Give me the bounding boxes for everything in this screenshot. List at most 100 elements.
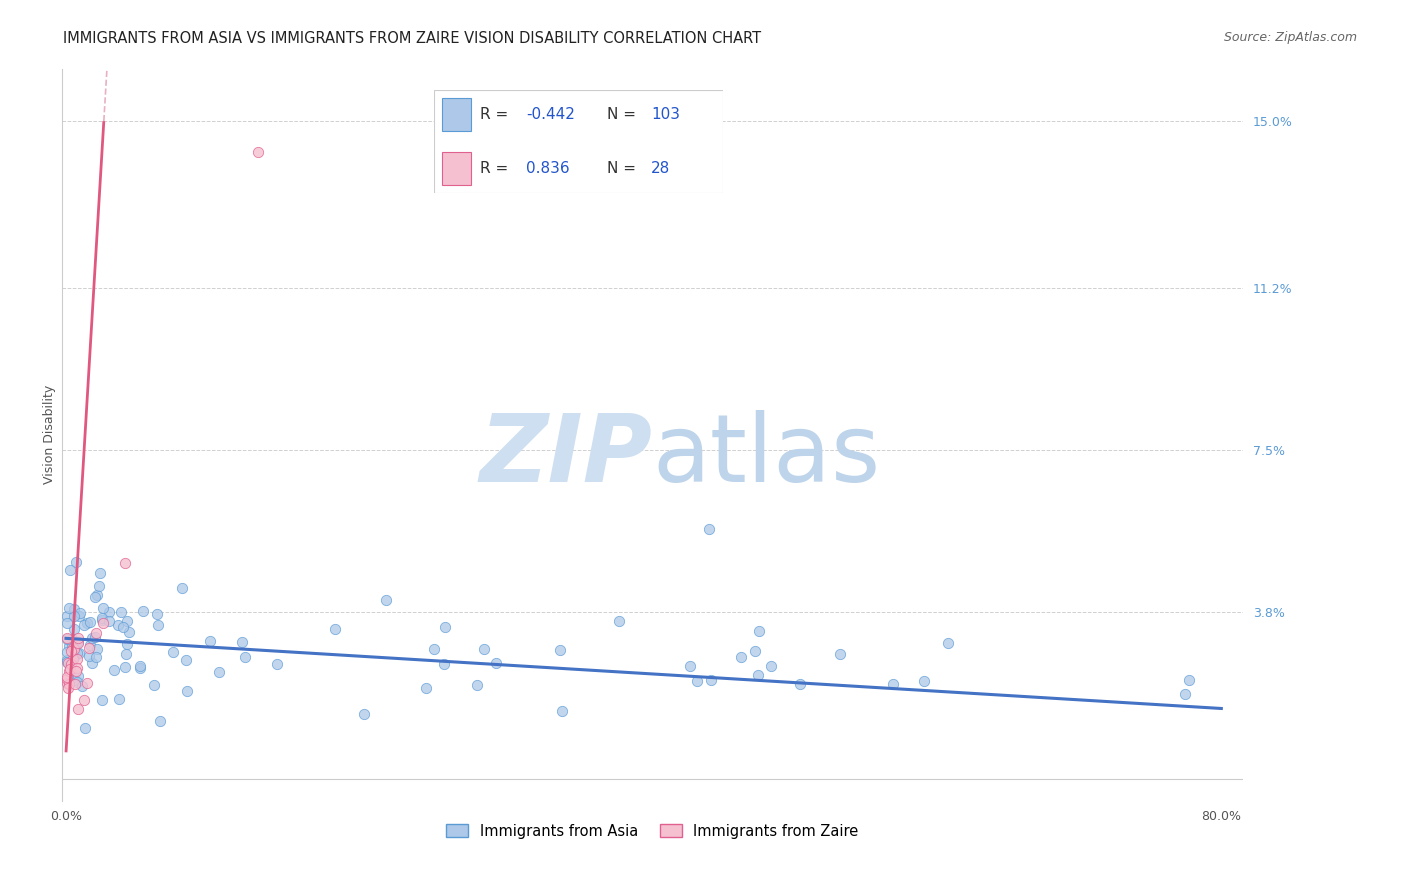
Point — [172, 582, 194, 596]
Point — [759, 659, 782, 673]
Point — [66, 635, 89, 649]
Point — [56, 657, 79, 671]
Point — [148, 618, 170, 632]
Point — [936, 635, 959, 649]
Point — [56, 632, 79, 646]
Point — [433, 620, 456, 634]
Text: ZIP: ZIP — [479, 410, 652, 502]
Point — [63, 642, 86, 657]
Text: Source: ZipAtlas.com: Source: ZipAtlas.com — [1223, 31, 1357, 45]
Point — [91, 614, 114, 628]
Point — [58, 563, 80, 577]
Point — [66, 646, 89, 660]
Point — [110, 606, 132, 620]
Point — [76, 676, 98, 690]
Point — [114, 556, 136, 570]
Point — [830, 647, 852, 661]
Point — [82, 631, 104, 645]
Point — [63, 673, 86, 687]
Point — [266, 657, 288, 672]
Point — [62, 640, 84, 655]
Point — [115, 615, 138, 629]
Point — [76, 616, 98, 631]
Point — [59, 662, 82, 676]
Point — [67, 646, 90, 660]
Point — [59, 644, 82, 658]
Point — [375, 593, 398, 607]
Point — [174, 653, 197, 667]
Point — [128, 658, 150, 673]
Point — [73, 693, 96, 707]
Point — [58, 600, 80, 615]
Point — [91, 600, 114, 615]
Point — [58, 639, 80, 653]
Point — [56, 608, 79, 623]
Point — [60, 638, 83, 652]
Point — [65, 664, 87, 678]
Point — [55, 676, 77, 690]
Point — [415, 681, 437, 695]
Point — [1174, 687, 1197, 701]
Point — [75, 722, 97, 736]
Point — [103, 663, 125, 677]
Point — [89, 566, 111, 581]
Point — [91, 611, 114, 625]
Point — [465, 678, 488, 692]
Point — [748, 624, 770, 639]
Point — [697, 522, 720, 536]
Point — [485, 657, 508, 671]
Point — [82, 657, 104, 671]
Text: IMMIGRANTS FROM ASIA VS IMMIGRANTS FROM ZAIRE VISION DISABILITY CORRELATION CHAR: IMMIGRANTS FROM ASIA VS IMMIGRANTS FROM … — [63, 31, 762, 46]
Point — [87, 579, 110, 593]
Point — [117, 637, 139, 651]
Point — [60, 632, 83, 646]
Point — [79, 615, 101, 629]
Point — [86, 588, 108, 602]
Point — [107, 617, 129, 632]
Point — [90, 693, 112, 707]
Point — [62, 602, 84, 616]
Point — [208, 665, 231, 680]
Point — [66, 652, 89, 666]
Point — [62, 652, 84, 666]
Point — [66, 631, 89, 645]
Point — [730, 650, 752, 665]
Point — [56, 672, 79, 686]
Point — [67, 636, 90, 650]
Point — [86, 641, 108, 656]
Point — [149, 714, 172, 729]
Point — [551, 704, 574, 718]
Point — [882, 677, 904, 691]
Point — [86, 625, 108, 640]
Point — [118, 624, 141, 639]
Point — [686, 674, 709, 689]
Point — [98, 614, 121, 628]
Point — [83, 591, 105, 605]
Point — [77, 648, 100, 663]
Point — [432, 657, 454, 671]
Point — [128, 661, 150, 675]
Point — [56, 616, 79, 631]
Point — [84, 649, 107, 664]
Point — [699, 673, 721, 687]
Point — [60, 657, 83, 671]
Point — [176, 683, 198, 698]
Point — [548, 642, 571, 657]
Point — [66, 635, 89, 649]
Point — [323, 622, 346, 636]
Point — [56, 681, 79, 695]
Point — [747, 668, 769, 682]
Point — [353, 706, 375, 721]
Point — [231, 634, 253, 648]
Legend: Immigrants from Asia, Immigrants from Zaire: Immigrants from Asia, Immigrants from Za… — [440, 818, 865, 845]
Point — [67, 702, 90, 716]
Point — [423, 642, 446, 657]
Y-axis label: Vision Disability: Vision Disability — [44, 385, 56, 484]
Point — [108, 691, 131, 706]
Point — [233, 650, 256, 665]
Point — [79, 638, 101, 652]
Point — [679, 659, 702, 673]
Point — [472, 641, 495, 656]
Point — [914, 674, 936, 689]
Text: atlas: atlas — [652, 410, 880, 502]
